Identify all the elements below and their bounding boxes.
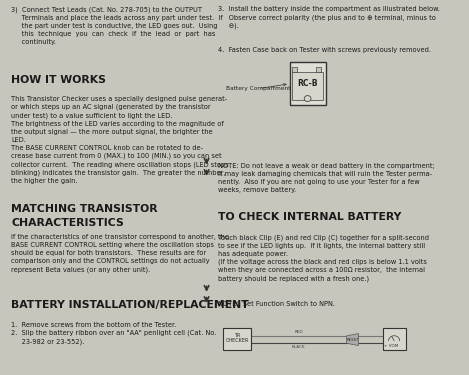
Text: Touch black Clip (E) and red Clip (C) together for a split-second
to see if the : Touch black Clip (E) and red Clip (C) to… bbox=[218, 234, 429, 282]
Text: NOTE:  Set Function Switch to NPN.: NOTE: Set Function Switch to NPN. bbox=[218, 302, 335, 307]
Bar bbox=[290, 62, 325, 105]
Text: CHECKER: CHECKER bbox=[226, 338, 249, 343]
Bar bbox=[316, 67, 321, 72]
Text: 4.  Fasten Case back on Tester with screws previously removed.: 4. Fasten Case back on Tester with screw… bbox=[218, 47, 431, 53]
Text: TR: TR bbox=[234, 333, 240, 338]
Text: 3.  Install the battery inside the compartment as illustrated below.
     Observ: 3. Install the battery inside the compar… bbox=[218, 6, 440, 29]
Text: If the characteristics of one transistor correspond to another, the
BASE CURRENT: If the characteristics of one transistor… bbox=[11, 234, 229, 273]
Circle shape bbox=[304, 96, 311, 102]
Text: 3)  Connect Test Leads (Cat. No. 278-705) to the OUTPUT
     Terminals and place: 3) Connect Test Leads (Cat. No. 278-705)… bbox=[11, 6, 223, 45]
Bar bbox=[383, 328, 406, 350]
Text: This Transistor Checker uses a specially designed pulse generat-
or which steps : This Transistor Checker uses a specially… bbox=[11, 96, 229, 184]
Text: Battery Compartment: Battery Compartment bbox=[227, 84, 291, 91]
Text: RED: RED bbox=[295, 330, 303, 334]
Bar bbox=[292, 67, 297, 72]
Text: TO CHECK INTERNAL BATTERY: TO CHECK INTERNAL BATTERY bbox=[218, 212, 401, 222]
Bar bbox=[223, 328, 251, 350]
Text: BLACK: BLACK bbox=[292, 345, 305, 349]
Text: + VOM: + VOM bbox=[384, 344, 398, 348]
Polygon shape bbox=[347, 334, 358, 345]
Text: NOTE: Do not leave a weak or dead battery in the compartment;
it may leak damagi: NOTE: Do not leave a weak or dead batter… bbox=[218, 163, 435, 193]
Bar bbox=[292, 72, 324, 100]
Text: MATCHING TRANSISTOR
CHARACTERISTICS: MATCHING TRANSISTOR CHARACTERISTICS bbox=[11, 204, 158, 228]
Text: BATTERY INSTALLATION/REPLACEMENT: BATTERY INSTALLATION/REPLACEMENT bbox=[11, 300, 249, 310]
Text: RESST: RESST bbox=[346, 338, 359, 342]
Text: HOW IT WORKS: HOW IT WORKS bbox=[11, 75, 106, 86]
Text: RC-B: RC-B bbox=[297, 80, 318, 88]
Text: 1.  Remove screws from the bottom of the Tester.
2.  Slip the battery ribbon ove: 1. Remove screws from the bottom of the … bbox=[11, 322, 217, 345]
